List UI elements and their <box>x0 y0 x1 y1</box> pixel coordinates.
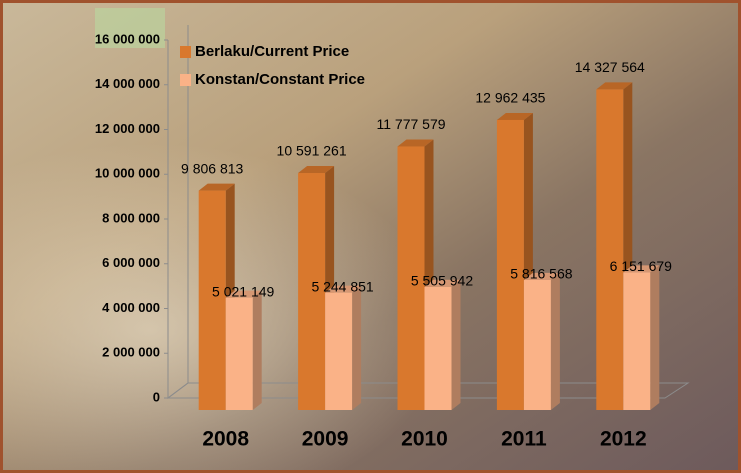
bar <box>524 280 551 410</box>
bar-side <box>352 286 361 410</box>
y-tick-label: 12 000 000 <box>95 121 160 136</box>
value-label: 12 962 435 <box>475 90 545 106</box>
x-tick-label: 2010 <box>401 428 448 451</box>
value-label: 5 816 568 <box>510 266 572 282</box>
legend-label: Berlaku/Current Price <box>195 43 349 60</box>
bar-side <box>452 280 461 410</box>
x-tick-label: 2008 <box>202 428 249 451</box>
value-label: 14 327 564 <box>575 59 645 75</box>
y-tick-label: 14 000 000 <box>95 76 160 91</box>
chart: 0 2 000 000 4 000 000 6 000 000 8 000 000 10 … <box>0 0 741 473</box>
value-label: 11 777 579 <box>376 116 445 132</box>
x-tick-label: 2009 <box>302 428 349 451</box>
value-label: 5 505 942 <box>411 273 473 289</box>
x-tick-label: 2011 <box>501 428 547 451</box>
y-tick-label: 2 000 000 <box>102 345 160 360</box>
bar <box>623 272 650 410</box>
bar-side <box>650 265 659 410</box>
bar <box>325 293 352 410</box>
legend-swatch <box>180 74 191 86</box>
y-tick-label: 16 000 000 <box>95 31 160 46</box>
value-label: 10 591 261 <box>277 143 347 159</box>
value-label: 6 151 679 <box>610 258 672 274</box>
bar <box>226 298 253 410</box>
y-tick-label: 6 000 000 <box>102 255 160 270</box>
bar <box>199 191 226 410</box>
bar-side <box>253 291 262 410</box>
legend-swatch <box>180 46 191 58</box>
value-label: 9 806 813 <box>181 160 243 176</box>
bar <box>596 89 623 410</box>
y-tick-label: 4 000 000 <box>102 300 160 315</box>
value-label: 5 021 149 <box>212 283 274 299</box>
value-label: 5 244 851 <box>311 278 373 294</box>
x-tick-label: 2012 <box>600 428 647 451</box>
bar-side <box>551 273 560 410</box>
y-tick-label: 8 000 000 <box>102 210 160 225</box>
y-tick-label: 10 000 000 <box>95 166 160 181</box>
legend-label: Konstan/Constant Price <box>195 71 365 88</box>
bar <box>425 287 452 410</box>
y-tick-label: 0 <box>153 389 160 404</box>
